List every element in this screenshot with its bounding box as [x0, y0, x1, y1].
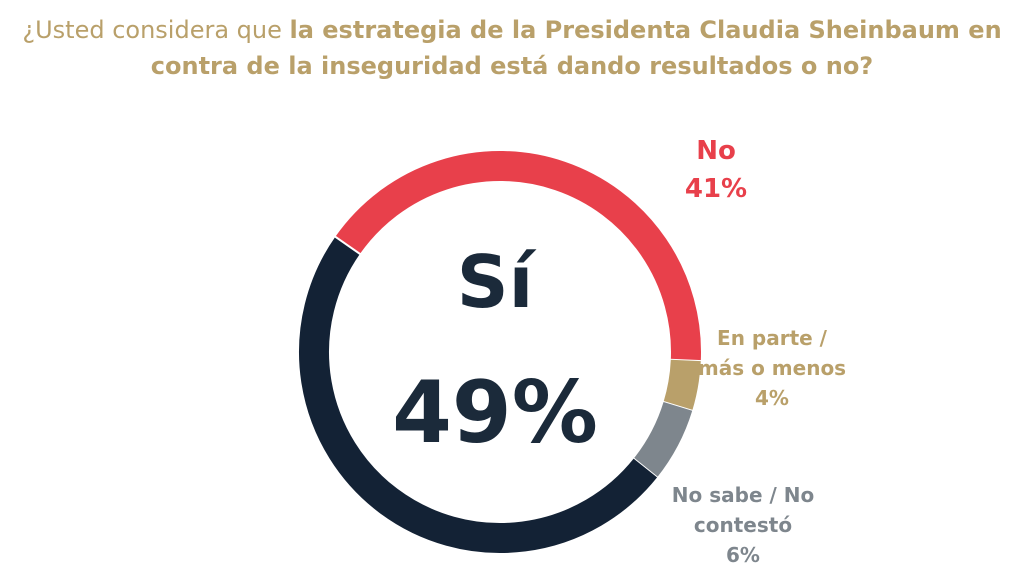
center-category-label: Sí	[456, 240, 534, 324]
slice-label-en-parte: En parte / más o menos 4%	[684, 323, 860, 413]
slice-label-no-sabe: No sabe / No contestó 6%	[650, 480, 836, 570]
slice-separator	[333, 235, 362, 256]
slice-label-no: No 41%	[636, 132, 796, 208]
donut-slice-no-sabe-no-contest-	[633, 401, 693, 478]
donut-slice-no	[335, 151, 701, 362]
donut-slice-s-	[299, 236, 658, 554]
slice-label-en-parte-value: 4%	[755, 386, 789, 410]
slice-label-no-name: No	[696, 136, 736, 166]
slice-label-no-sabe-value: 6%	[726, 543, 760, 567]
slice-label-en-parte-name2: más o menos	[697, 356, 847, 380]
center-value-label: 49%	[392, 363, 598, 463]
title-bold-line1: la estrategia de la Presidenta Claudia S…	[289, 16, 1002, 44]
title-bold-line2: contra de la inseguridad está dando resu…	[150, 52, 874, 80]
slice-label-en-parte-name1: En parte /	[717, 326, 827, 350]
chart-title: ¿Usted considera que la estrategia de la…	[0, 12, 1024, 84]
donut-slice-en-parte-m-s-o-menos	[663, 359, 701, 411]
slice-label-no-value: 41%	[684, 174, 748, 204]
title-prefix: ¿Usted considera que	[22, 16, 290, 44]
slice-label-no-sabe-name2: contestó	[693, 513, 793, 537]
slice-label-no-sabe-name1: No sabe / No	[671, 483, 815, 507]
